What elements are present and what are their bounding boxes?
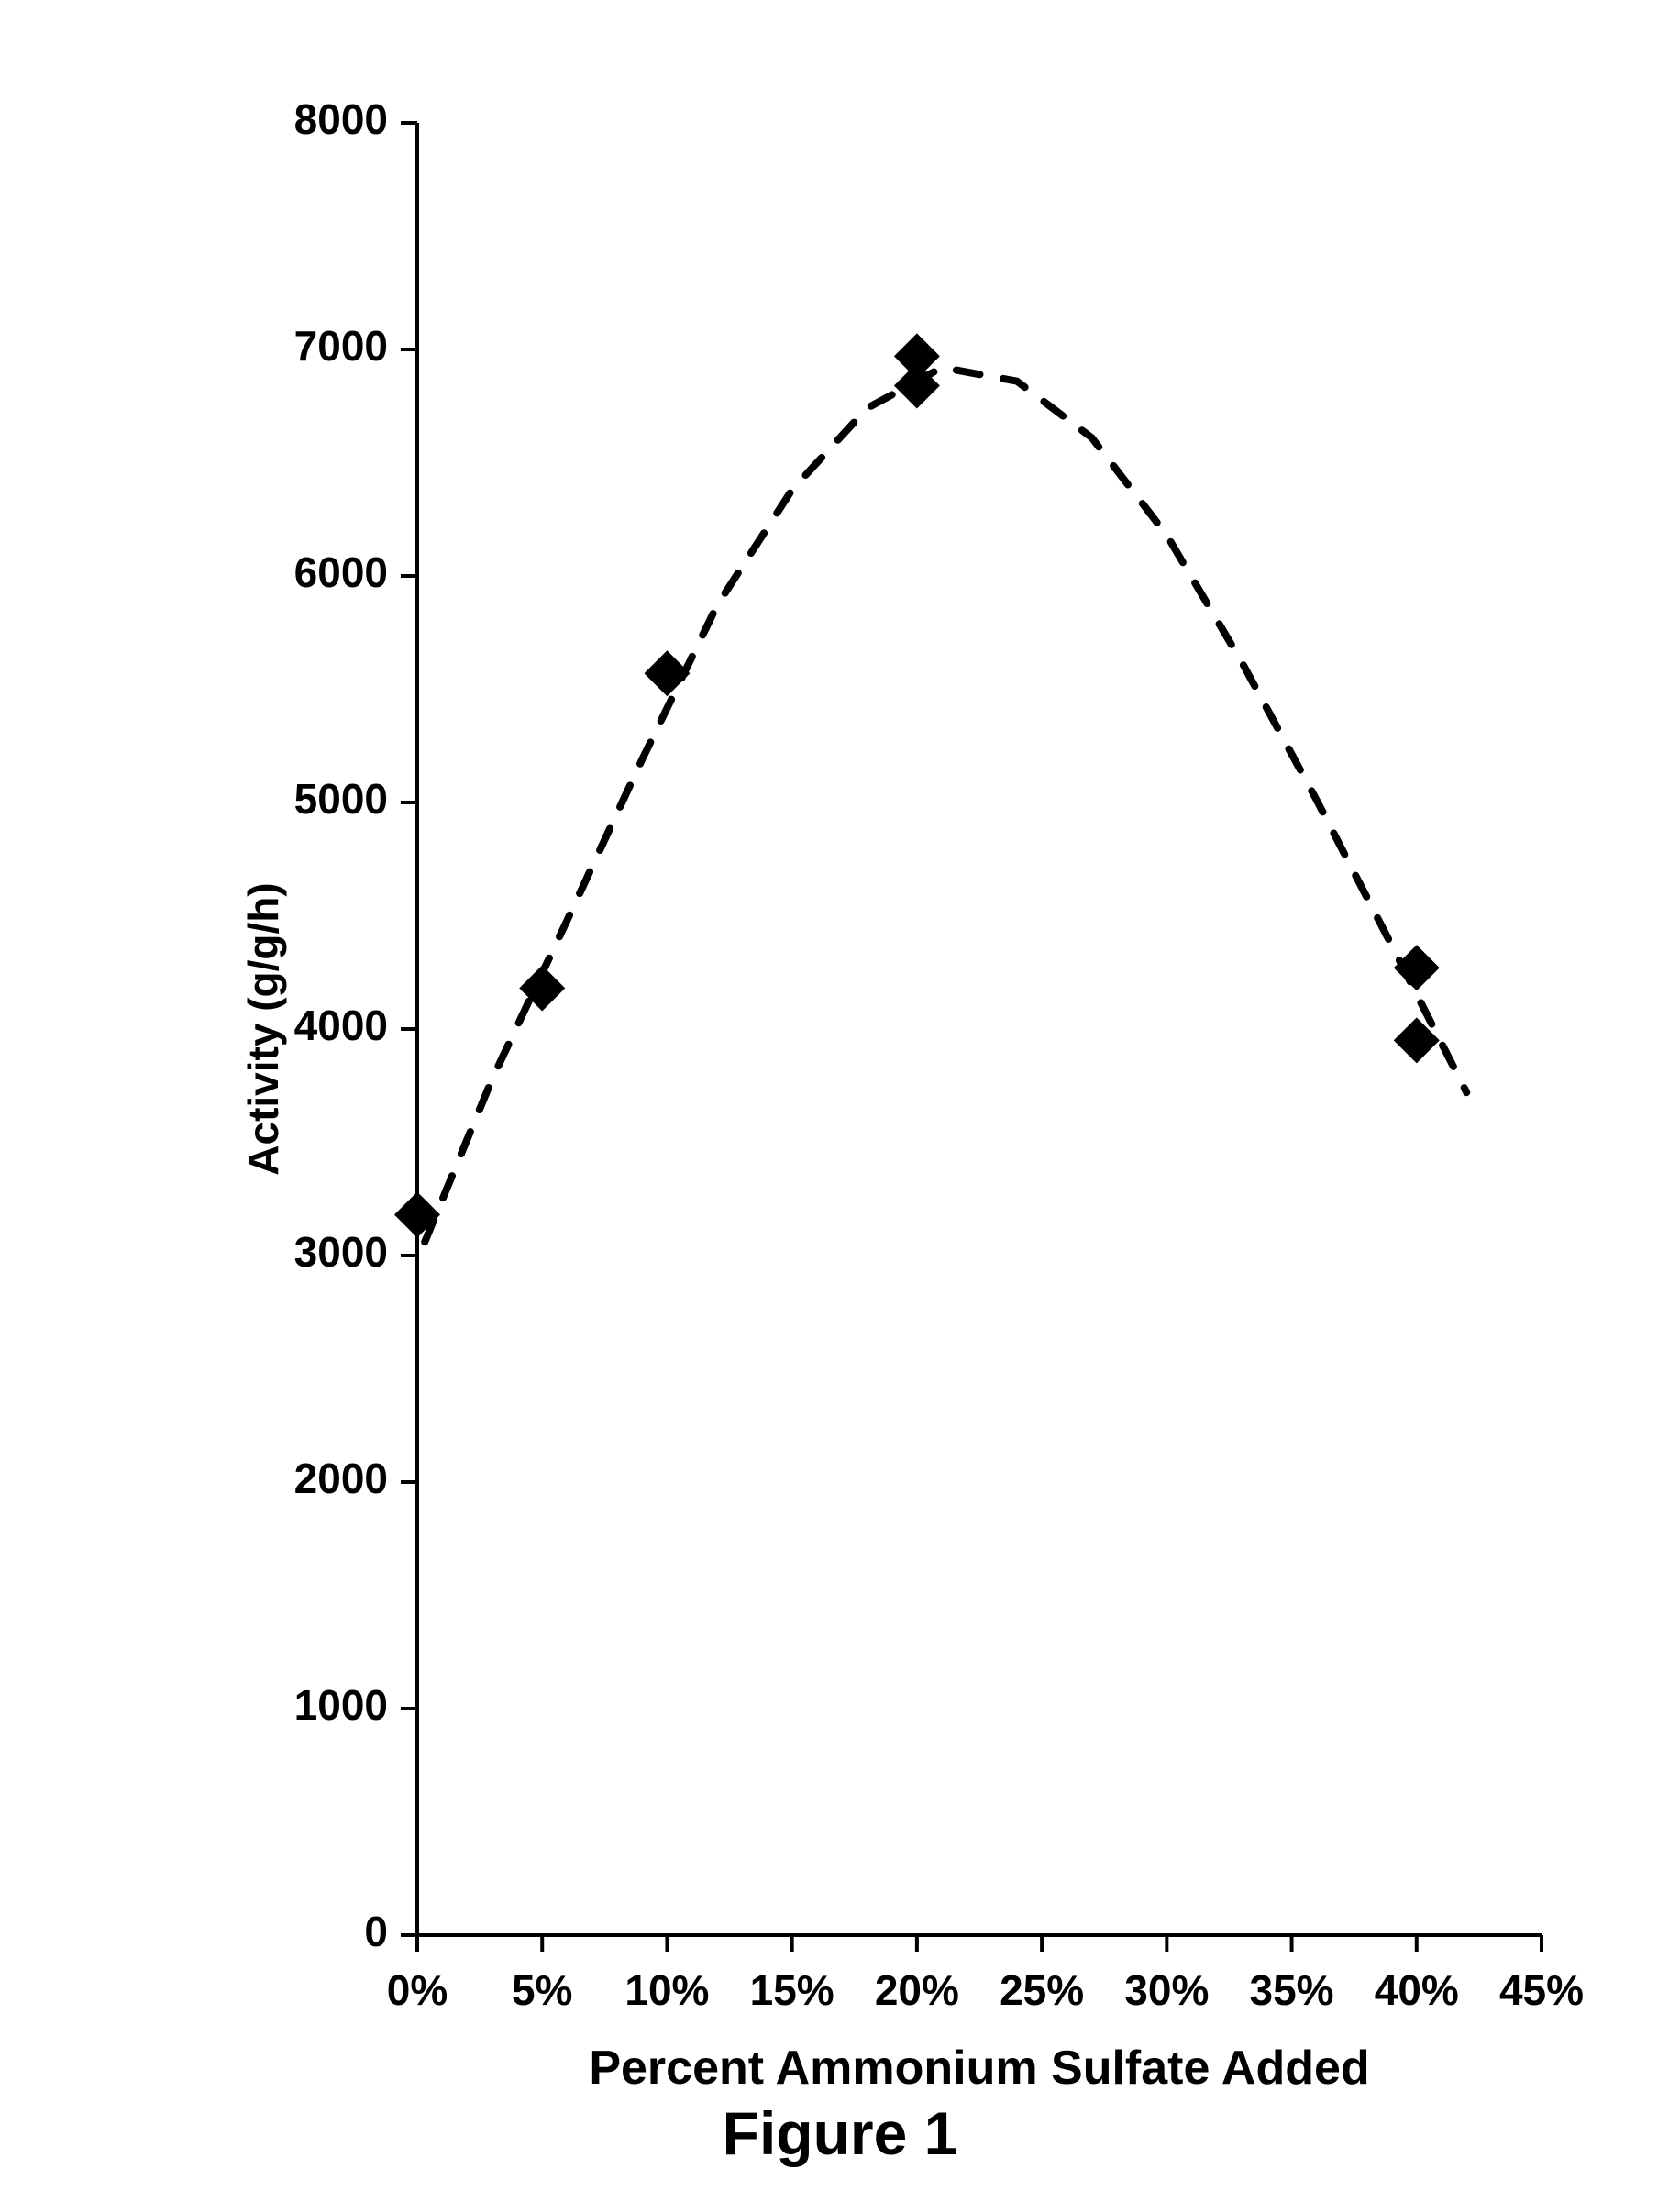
x-tick-label: 10% [624, 1966, 709, 2014]
y-tick-label: 0 [364, 1908, 388, 1955]
x-tick-label: 20% [875, 1966, 959, 2014]
x-tick-label: 15% [750, 1966, 834, 2014]
y-tick-label: 6000 [294, 548, 388, 596]
x-tick-label: 30% [1124, 1966, 1209, 2014]
y-tick-label: 1000 [294, 1681, 388, 1729]
y-tick-label: 2000 [294, 1455, 388, 1502]
y-tick-label: 8000 [294, 95, 388, 143]
y-tick-label: 7000 [294, 322, 388, 370]
x-tick-label: 0% [387, 1966, 448, 2014]
x-tick-label: 5% [512, 1966, 572, 2014]
y-tick-label: 5000 [294, 775, 388, 823]
x-axis-label: Percent Ammonium Sulfate Added [589, 2042, 1369, 2095]
x-tick-label: 40% [1375, 1966, 1459, 2014]
y-tick-label: 3000 [294, 1228, 388, 1276]
x-tick-label: 35% [1250, 1966, 1334, 2014]
figure-caption: Figure 1 [723, 2099, 958, 2167]
chart-svg: 0 1000 2000 3000 4000 5000 6000 7000 8000 0% 5% 10… [0, 0, 1680, 2191]
y-axis-label: Activity (g/g/h) [239, 882, 287, 1175]
plot-area [417, 123, 1542, 1935]
x-tick-label: 45% [1499, 1966, 1584, 2014]
x-tick-label: 25% [1000, 1966, 1084, 2014]
y-tick-label: 4000 [294, 1001, 388, 1049]
